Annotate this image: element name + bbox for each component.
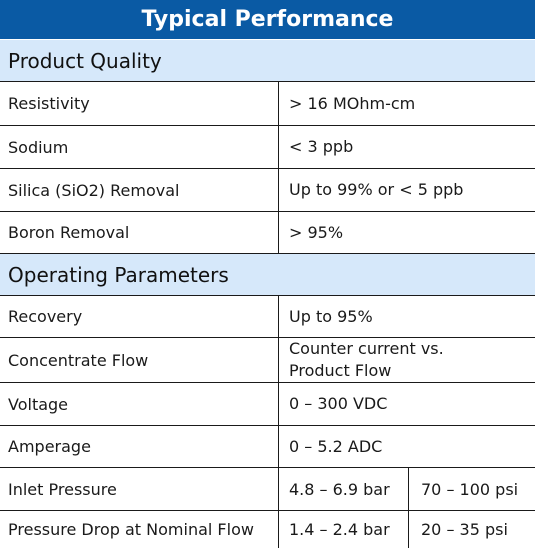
- row-label: Concentrate Flow: [0, 338, 279, 382]
- row-value-bar: 4.8 – 6.9 bar: [279, 468, 409, 510]
- row-value-psi: 20 – 35 psi: [421, 520, 508, 539]
- table-row: Recovery Up to 95%: [0, 296, 535, 338]
- table-row: Inlet Pressure 4.8 – 6.9 bar 70 – 100 ps…: [0, 468, 535, 511]
- table-row: Pressure Drop at Nominal Flow 1.4 – 2.4 …: [0, 511, 535, 548]
- row-label: Inlet Pressure: [0, 468, 279, 510]
- row-value-bar: 1.4 – 2.4 bar: [279, 511, 409, 548]
- row-value: Up to 99% or < 5 ppb: [289, 180, 464, 199]
- row-label: Recovery: [0, 296, 279, 337]
- table-row: Sodium < 3 ppb: [0, 126, 535, 169]
- row-value-psi: 70 – 100 psi: [421, 479, 519, 499]
- table-row: Amperage 0 – 5.2 ADC: [0, 426, 535, 468]
- table-row: Concentrate Flow Counter current vs. Pro…: [0, 338, 535, 383]
- table-row: Boron Removal > 95%: [0, 212, 535, 254]
- row-value: > 16 MOhm-cm: [289, 93, 416, 113]
- row-value: Up to 95%: [289, 306, 373, 326]
- row-value: 0 – 5.2 ADC: [289, 436, 383, 456]
- row-label: Voltage: [0, 383, 279, 425]
- row-label: Sodium: [0, 126, 279, 168]
- section-heading-operating-parameters: Operating Parameters: [0, 254, 535, 296]
- row-label: Pressure Drop at Nominal Flow: [0, 511, 279, 548]
- row-label: Resistivity: [0, 82, 279, 125]
- table-title: Typical Performance: [0, 0, 535, 40]
- row-label: Amperage: [0, 426, 279, 467]
- table-row: Silica (SiO2) Removal Up to 99% or < 5 p…: [0, 169, 535, 212]
- row-value: 0 – 300 VDC: [289, 394, 388, 413]
- table-row: Voltage 0 – 300 VDC: [0, 383, 535, 426]
- row-value: > 95%: [289, 222, 344, 242]
- section-heading-product-quality: Product Quality: [0, 40, 535, 82]
- table-row: Resistivity > 16 MOhm-cm: [0, 82, 535, 126]
- row-value: < 3 ppb: [289, 137, 354, 156]
- row-value: Counter current vs. Product Flow: [289, 339, 444, 380]
- row-label: Boron Removal: [0, 212, 279, 253]
- row-label: Silica (SiO2) Removal: [0, 169, 279, 211]
